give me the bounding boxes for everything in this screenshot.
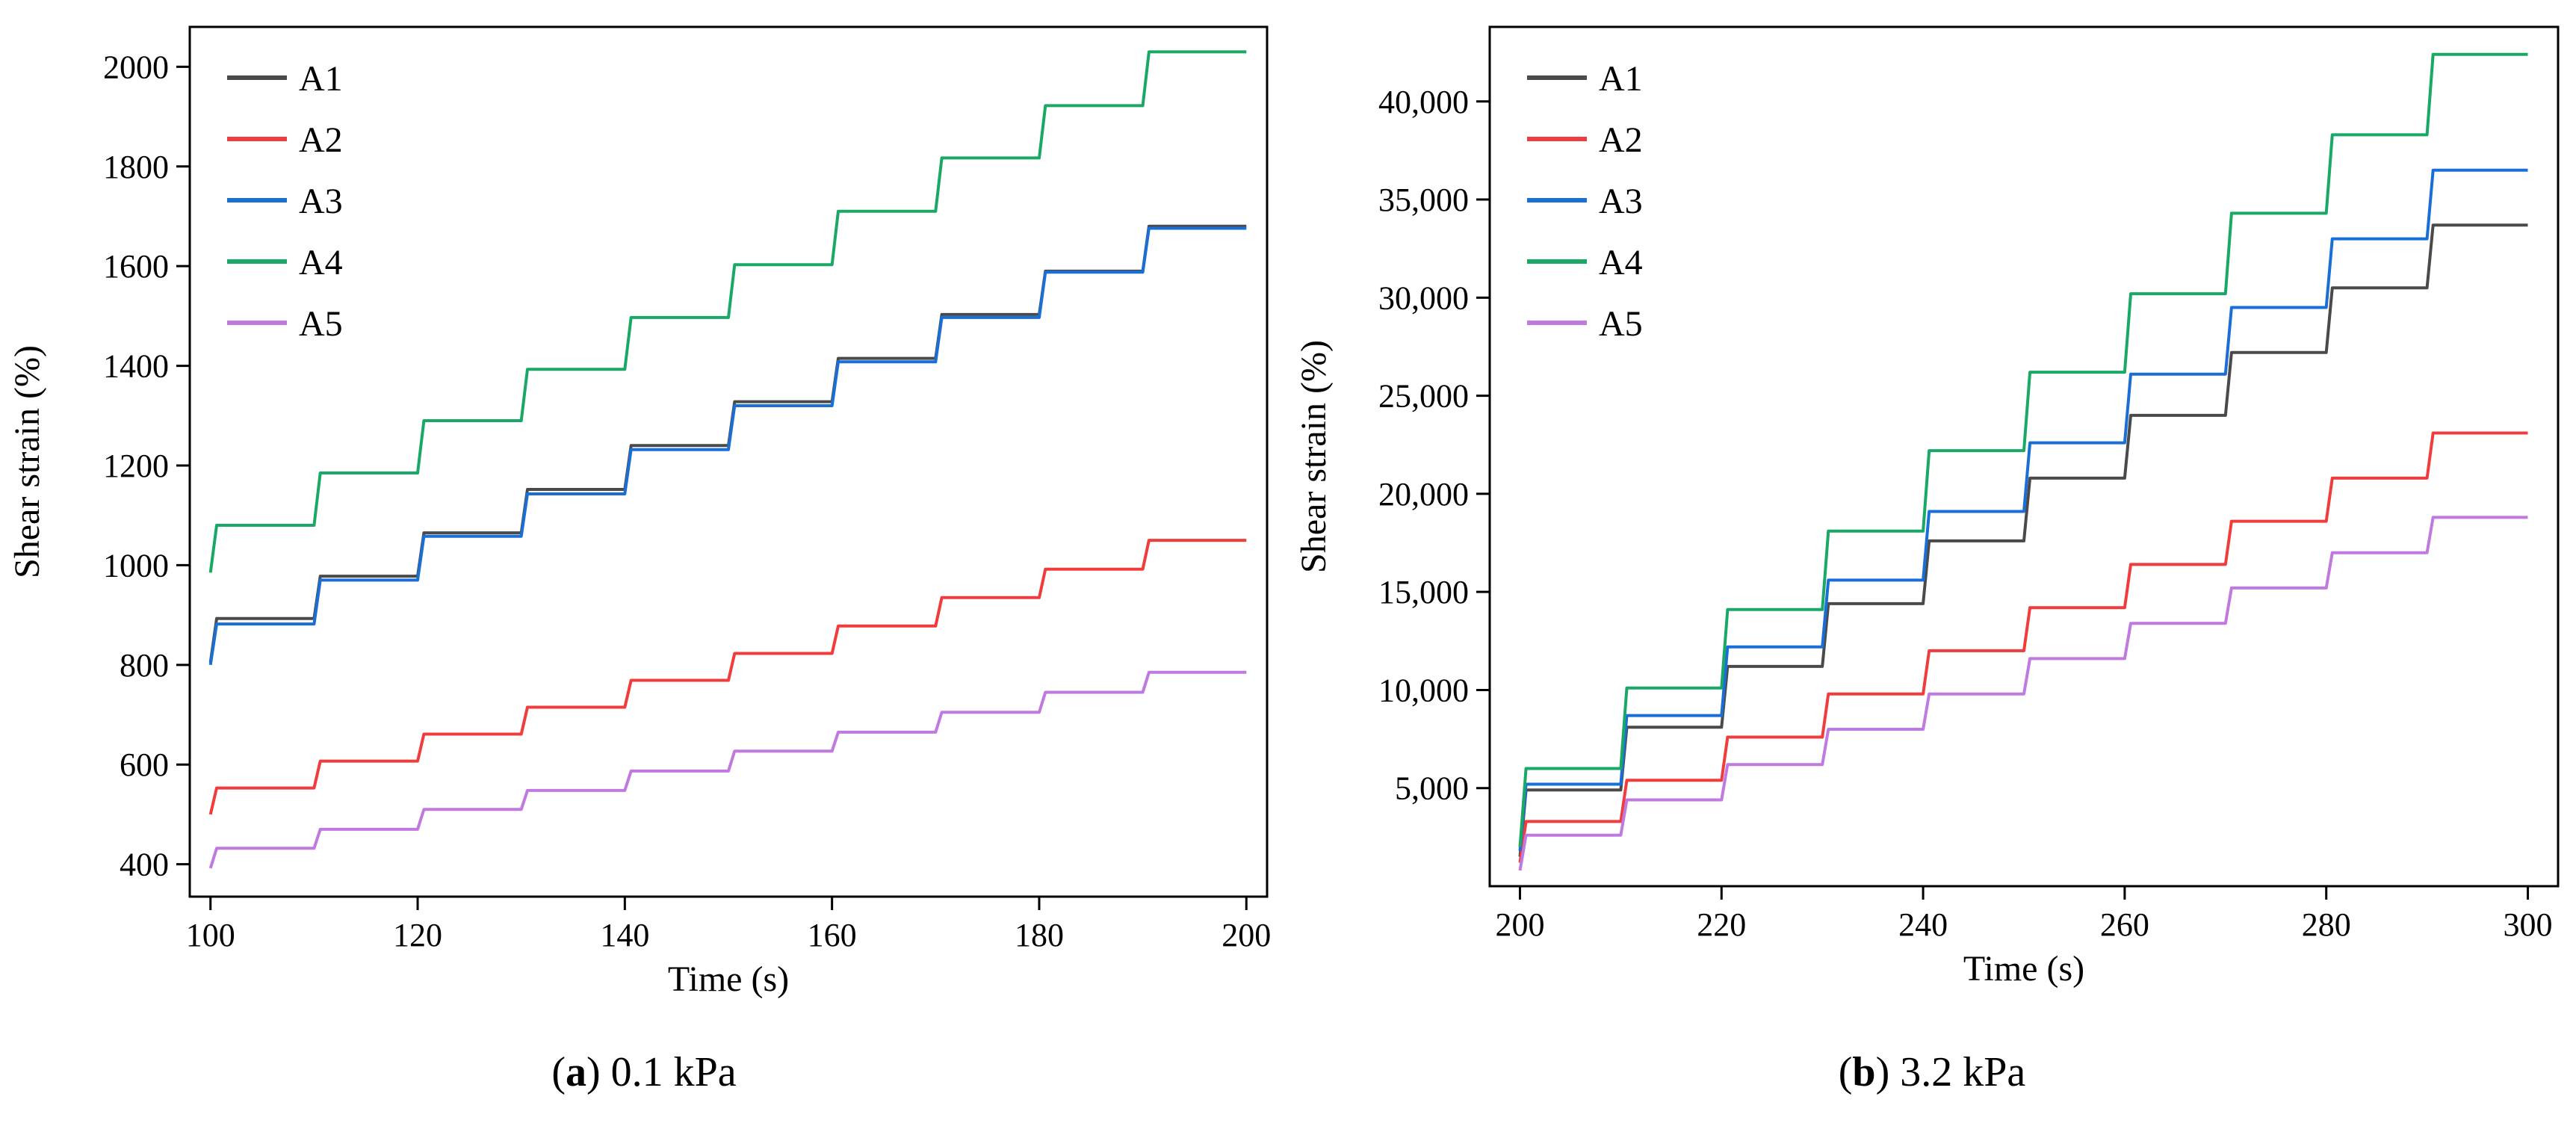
series-line-a2: [208, 539, 1247, 815]
chart-panel-a: 100 120 140 160 180 200 400 600 800 1000 1200 1400 1…: [7, 25, 1271, 1095]
series-line-a2: [1518, 431, 2528, 863]
x-axis-title: Time (s): [668, 959, 789, 999]
legend-label-a3: A3: [299, 182, 343, 221]
x-tick-label: 180: [1015, 917, 1064, 953]
y-tick-label: 400: [120, 847, 169, 883]
series-line-a5: [208, 670, 1247, 869]
x-tick-label: 220: [1697, 906, 1746, 943]
x-tick-label: 160: [808, 917, 857, 953]
series-line-a3: [1518, 168, 2528, 851]
legend-label-a1: A1: [299, 59, 343, 99]
legend-label-a1: A1: [1599, 59, 1643, 99]
y-tick-label: 10,000: [1378, 672, 1469, 708]
x-axis-title: Time (s): [1963, 949, 2084, 989]
x-tick-label: 280: [2302, 906, 2351, 943]
series-line-a3: [208, 226, 1247, 666]
plot-frame: [1488, 25, 2560, 888]
y-axis-title: Shear strain (%): [7, 345, 47, 578]
y-tick-label: 5,000: [1395, 770, 1469, 807]
y-tick-label: 1800: [103, 149, 169, 185]
series-line-a5: [1518, 516, 2528, 871]
chart-a: 100 120 140 160 180 200 400 600 800 1000 1200 1400 1…: [7, 25, 1271, 999]
x-tick-label: 300: [2504, 906, 2553, 943]
x-tick-label: 200: [1495, 906, 1544, 943]
caption-a-letter: a: [566, 1049, 586, 1095]
legend-label-a5: A5: [1599, 304, 1643, 344]
series-line-a1: [1518, 223, 2528, 857]
y-tick-label: 1600: [103, 248, 169, 285]
series-line-a4: [208, 50, 1247, 573]
legend: A1 A2 A3 A4 A5: [1527, 59, 1643, 344]
y-tick-label: 20,000: [1378, 476, 1469, 513]
caption-a: (a) 0.1 kPa: [551, 1049, 737, 1095]
chart-panel-b: 200 220 240 260 280 300 5,000 10,000 15,000 20,00…: [1288, 0, 2576, 1135]
y-tick-label: 15,000: [1378, 574, 1469, 610]
x-tick-label: 240: [1898, 906, 1948, 943]
x-tick-label: 100: [186, 917, 235, 953]
y-tick-label: 800: [120, 647, 169, 684]
y-tick-label: 25,000: [1378, 378, 1469, 415]
series-line-a4: [1518, 52, 2528, 847]
caption-a-text: 0.1 kPa: [610, 1049, 737, 1095]
y-tick-label: 40,000: [1378, 84, 1469, 120]
y-tick-label: 1200: [103, 448, 169, 484]
x-tick-label: 140: [600, 917, 649, 953]
y-tick-label: 1400: [103, 348, 169, 385]
y-tick-label: 2000: [103, 49, 169, 85]
y-tick-label: 1000: [103, 547, 169, 584]
plot-frame: [188, 25, 1269, 898]
legend-label-a4: A4: [1599, 243, 1643, 282]
legend-label-a3: A3: [1599, 182, 1643, 221]
legend: A1 A2 A3 A4 A5: [227, 59, 343, 344]
y-axis-title: Shear strain (%): [1294, 340, 1334, 573]
legend-label-a5: A5: [299, 304, 343, 344]
legend-label-a2: A2: [1599, 120, 1643, 160]
x-tick-label: 120: [393, 917, 442, 953]
x-tick-label: 200: [1222, 917, 1271, 953]
y-tick-label: 30,000: [1378, 279, 1469, 316]
legend-label-a4: A4: [299, 243, 343, 282]
caption-b: (b) 3.2 kPa: [1838, 1049, 2026, 1095]
y-tick-label: 35,000: [1378, 182, 1469, 218]
caption-b-text: 3.2 kPa: [1900, 1049, 2026, 1095]
legend-label-a2: A2: [299, 120, 343, 160]
chart-b: 200 220 240 260 280 300 5,000 10,000 15,000 20,00…: [1294, 25, 2560, 989]
x-tick-label: 260: [2100, 906, 2149, 943]
caption-b-letter: b: [1852, 1049, 1876, 1095]
y-tick-label: 600: [120, 746, 169, 783]
